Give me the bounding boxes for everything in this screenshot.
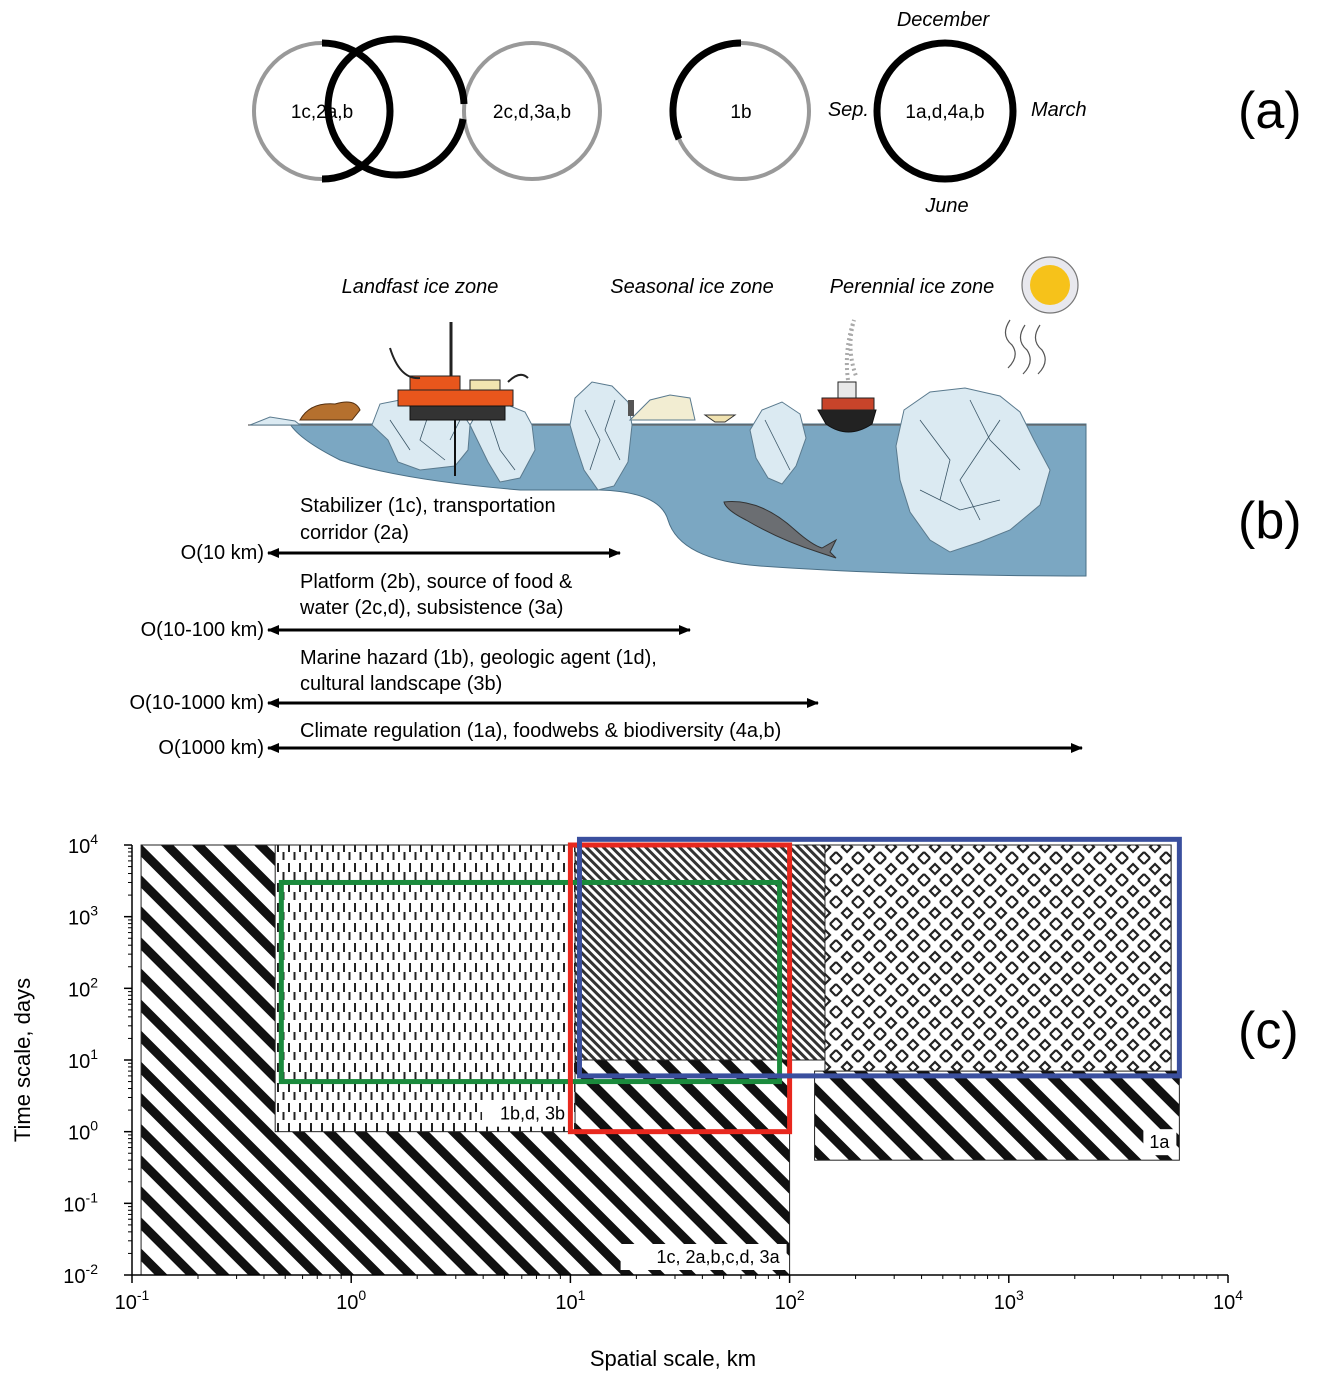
x-tick-label: 10-1 <box>115 1287 150 1314</box>
panel-label-c: (c) <box>1238 1002 1299 1060</box>
month-december: December <box>897 9 991 31</box>
y-tick-label: 10-1 <box>63 1189 98 1216</box>
walrus-icon <box>299 401 361 421</box>
spatial-range-1: Stabilizer (1c), transportation corridor… <box>181 495 621 564</box>
panel-a: 1c,2a,b 2c,d,3a,b 1b 1a,d,4a,b December … <box>252 9 1302 217</box>
spatial-range-4: Climate regulation (1a), foodwebs & biod… <box>158 720 1083 759</box>
x-tick-label: 104 <box>1213 1287 1243 1314</box>
panel-b: Landfast ice zone Seasonal ice zone Pere… <box>130 256 1302 759</box>
y-tick-label: 104 <box>68 831 98 858</box>
x-tick-label: 101 <box>555 1287 585 1314</box>
scale-region-label: 1a <box>1149 1132 1170 1152</box>
range-3-line1: Marine hazard (1b), geologic agent (1d), <box>300 647 657 669</box>
range-3-scale: O(10-1000 km) <box>130 692 265 714</box>
range-1-line1: Stabilizer (1c), transportation <box>300 495 556 517</box>
y-tick-label: 100 <box>68 1118 98 1145</box>
circle-label-3: 1b <box>730 102 751 123</box>
y-axis-title: Time scale, days <box>10 978 35 1142</box>
chart-axes: 10-1 100 101 102 103 104 10-2 10-1 100 101 102 103 1… <box>63 831 1243 1314</box>
highlight-box-blue <box>576 836 1182 1079</box>
zone-label-landfast: Landfast ice zone <box>342 276 499 298</box>
scale-region-2: 1b,d, 3b <box>274 844 576 1133</box>
range-2-line2: water (2c,d), subsistence (3a) <box>299 597 563 619</box>
range-1-line2: corridor (2a) <box>300 522 409 544</box>
month-june: June <box>924 195 968 217</box>
y-tick-label: 101 <box>68 1046 98 1073</box>
circle-label-2: 2c,d,3a,b <box>493 102 571 123</box>
scale-region-label-bg <box>620 1244 787 1270</box>
highlight-box-red <box>567 842 793 1135</box>
spatial-range-2: Platform (2b), source of food & water (2… <box>141 571 691 641</box>
y-tick-label: 10-2 <box>63 1261 98 1288</box>
range-4-scale: O(1000 km) <box>158 737 264 759</box>
zone-label-seasonal: Seasonal ice zone <box>610 276 773 298</box>
season-circle-4: 1a,d,4a,b <box>873 39 1017 183</box>
season-circle-3: 1b <box>669 39 811 181</box>
scale-region-label: 1b,d, 3b <box>500 1104 565 1124</box>
month-march: March <box>1031 99 1087 121</box>
range-3-line2: cultural landscape (3b) <box>300 673 502 695</box>
zone-label-perennial: Perennial ice zone <box>830 276 995 298</box>
scale-region-5: 1a <box>814 1070 1180 1161</box>
scale-region-label: 1c, 2a,b,c,d, 3a <box>657 1247 781 1267</box>
panel-label-a: (a) <box>1238 82 1302 140</box>
month-sep: Sep. <box>828 99 869 121</box>
whale-icon <box>723 501 838 559</box>
camp-icon <box>628 400 737 423</box>
x-tick-label: 100 <box>336 1287 366 1314</box>
sea-ice <box>249 381 1051 553</box>
sun-icon <box>1004 256 1079 375</box>
x-axis-title: Spatial scale, km <box>590 1346 756 1371</box>
panel-label-b: (b) <box>1238 492 1302 550</box>
ship-icon <box>817 319 877 433</box>
y-tick-label: 102 <box>68 974 98 1001</box>
x-tick-label: 102 <box>775 1287 805 1314</box>
scale-region-label-bg <box>482 1100 573 1127</box>
oil-platform-icon <box>389 322 529 476</box>
chart-boxes <box>278 836 1182 1135</box>
range-2-scale: O(10-100 km) <box>141 619 264 641</box>
circle-label-4: 1a,d,4a,b <box>905 102 984 123</box>
scale-region-fill <box>814 1070 1180 1161</box>
scale-region-label-bg <box>1143 1129 1177 1156</box>
circle-label-1: 1c,2a,b <box>291 102 353 123</box>
range-2-line1: Platform (2b), source of food & <box>300 571 573 593</box>
scale-region-fill <box>274 844 576 1133</box>
range-4-line1: Climate regulation (1a), foodwebs & biod… <box>300 720 781 742</box>
highlight-box-green <box>278 879 783 1085</box>
season-circle-1: 1c,2a,b <box>252 39 394 183</box>
range-1-scale: O(10 km) <box>181 542 264 564</box>
spatial-range-3: Marine hazard (1b), geologic agent (1d),… <box>130 647 819 714</box>
season-circle-2: 2c,d,3a,b <box>324 35 602 181</box>
y-tick-label: 103 <box>68 903 98 930</box>
x-tick-label: 103 <box>994 1287 1024 1314</box>
